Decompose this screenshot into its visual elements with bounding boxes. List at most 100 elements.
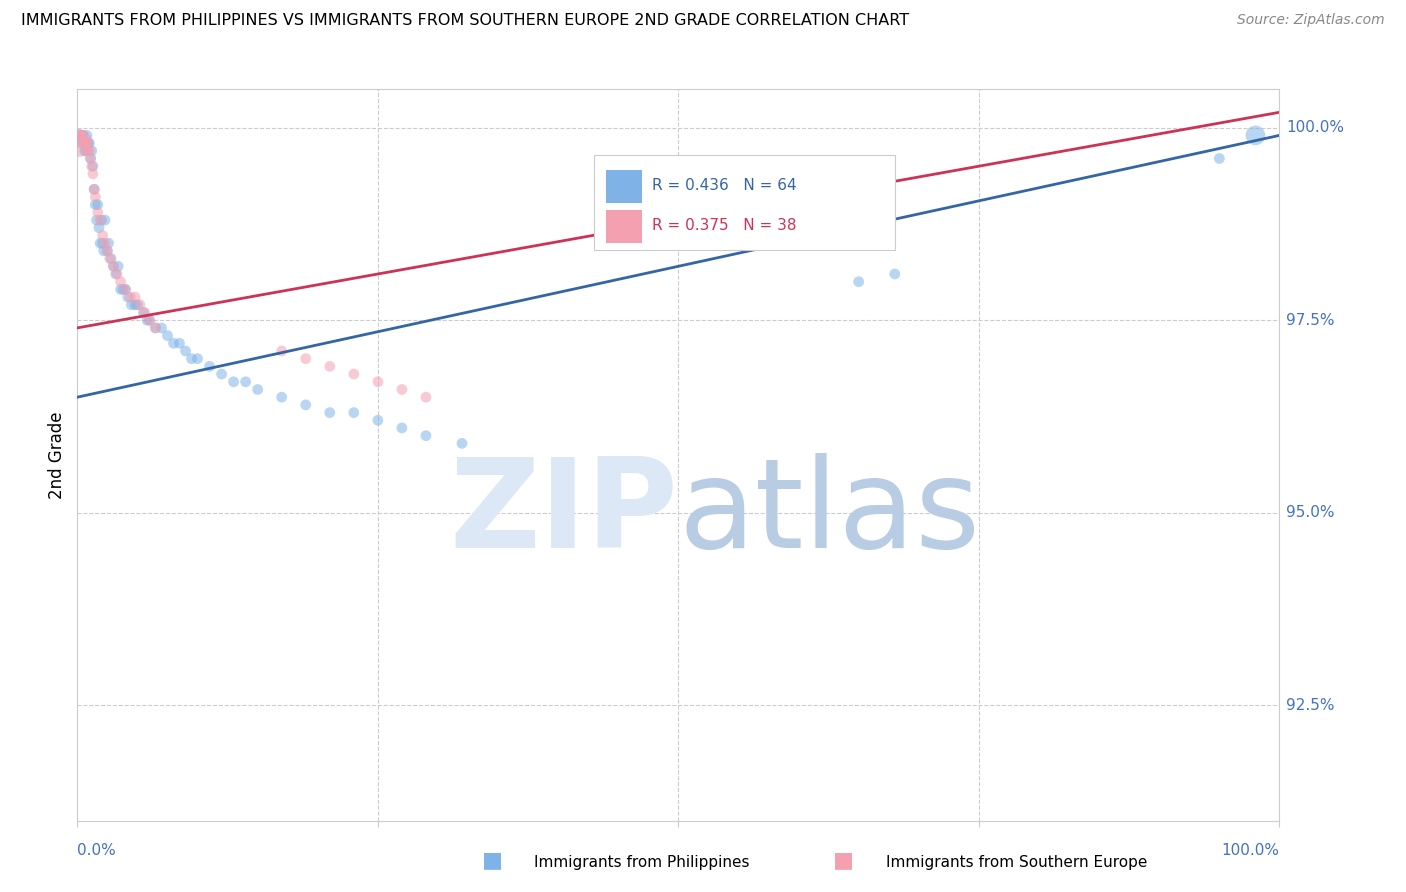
Point bbox=[174, 343, 197, 358]
Point bbox=[73, 136, 96, 150]
Point bbox=[415, 390, 437, 404]
Point bbox=[110, 275, 132, 289]
Text: 100.0%: 100.0% bbox=[1286, 120, 1344, 136]
Point bbox=[75, 136, 97, 150]
Point bbox=[128, 298, 150, 312]
Point bbox=[132, 305, 155, 319]
Point bbox=[98, 252, 121, 266]
Point bbox=[246, 383, 269, 397]
Point bbox=[848, 275, 870, 289]
Point bbox=[114, 282, 136, 296]
Text: ZIP: ZIP bbox=[450, 453, 679, 574]
Point bbox=[72, 136, 94, 150]
Point bbox=[343, 406, 366, 420]
Point bbox=[97, 236, 120, 251]
Point bbox=[82, 167, 104, 181]
Point bbox=[80, 159, 103, 173]
Point bbox=[87, 205, 110, 219]
Point bbox=[235, 375, 257, 389]
Point bbox=[80, 144, 103, 158]
Text: 92.5%: 92.5% bbox=[1286, 698, 1334, 713]
Point bbox=[319, 406, 342, 420]
Point bbox=[76, 128, 98, 143]
Point bbox=[73, 144, 96, 158]
Point bbox=[343, 367, 366, 381]
Point bbox=[270, 343, 292, 358]
Text: 97.5%: 97.5% bbox=[1286, 313, 1334, 327]
Point bbox=[84, 197, 107, 211]
Point bbox=[67, 136, 90, 150]
Point bbox=[367, 375, 389, 389]
Point bbox=[94, 213, 117, 227]
Text: 100.0%: 100.0% bbox=[1222, 843, 1279, 858]
Point bbox=[107, 260, 129, 274]
Point bbox=[87, 220, 110, 235]
Point bbox=[77, 144, 100, 158]
Text: ■: ■ bbox=[482, 850, 502, 870]
Point bbox=[120, 298, 142, 312]
Point bbox=[391, 383, 413, 397]
Point bbox=[104, 267, 127, 281]
Point bbox=[111, 282, 134, 296]
Text: R = 0.375   N = 38: R = 0.375 N = 38 bbox=[652, 219, 796, 234]
Point bbox=[156, 328, 179, 343]
Point bbox=[127, 298, 149, 312]
Point bbox=[451, 436, 474, 450]
Point bbox=[82, 159, 104, 173]
Text: 95.0%: 95.0% bbox=[1286, 505, 1334, 520]
Point bbox=[391, 421, 413, 435]
Point bbox=[138, 313, 160, 327]
Point bbox=[79, 136, 101, 150]
Point bbox=[83, 182, 105, 196]
FancyBboxPatch shape bbox=[595, 155, 894, 250]
Point bbox=[883, 267, 905, 281]
Point bbox=[103, 260, 125, 274]
Point bbox=[138, 313, 160, 327]
Point bbox=[103, 260, 125, 274]
Point bbox=[145, 321, 167, 335]
Point bbox=[90, 213, 112, 227]
Point bbox=[105, 267, 128, 281]
Point bbox=[136, 313, 159, 327]
Bar bbox=[606, 169, 643, 202]
Point bbox=[89, 236, 111, 251]
Point bbox=[270, 390, 292, 404]
Point bbox=[79, 144, 101, 158]
Point bbox=[222, 375, 245, 389]
Point bbox=[87, 197, 110, 211]
Point bbox=[294, 398, 316, 412]
Point bbox=[134, 305, 156, 319]
Point bbox=[70, 128, 93, 143]
Point bbox=[73, 136, 96, 150]
Text: R = 0.436   N = 64: R = 0.436 N = 64 bbox=[652, 178, 797, 194]
Point bbox=[89, 213, 111, 227]
Point bbox=[84, 190, 107, 204]
Text: ■: ■ bbox=[834, 850, 853, 870]
Text: atlas: atlas bbox=[679, 453, 980, 574]
Point bbox=[79, 152, 101, 166]
Point bbox=[124, 290, 146, 304]
Point bbox=[367, 413, 389, 427]
Point bbox=[198, 359, 221, 374]
Point bbox=[120, 290, 142, 304]
Point bbox=[294, 351, 316, 366]
Point bbox=[100, 252, 122, 266]
Point bbox=[94, 236, 117, 251]
Point bbox=[180, 351, 202, 366]
Point bbox=[186, 351, 209, 366]
Point bbox=[77, 136, 100, 150]
Point bbox=[96, 244, 118, 258]
Point bbox=[83, 182, 105, 196]
Bar bbox=[606, 210, 643, 243]
Point bbox=[86, 213, 108, 227]
Point bbox=[75, 144, 97, 158]
Point bbox=[162, 336, 184, 351]
Y-axis label: 2nd Grade: 2nd Grade bbox=[48, 411, 66, 499]
Point bbox=[150, 321, 173, 335]
Point bbox=[124, 298, 146, 312]
Text: 0.0%: 0.0% bbox=[77, 843, 117, 858]
Point bbox=[1208, 152, 1230, 166]
Point bbox=[79, 152, 101, 166]
Point bbox=[70, 128, 93, 143]
Point bbox=[91, 228, 114, 243]
